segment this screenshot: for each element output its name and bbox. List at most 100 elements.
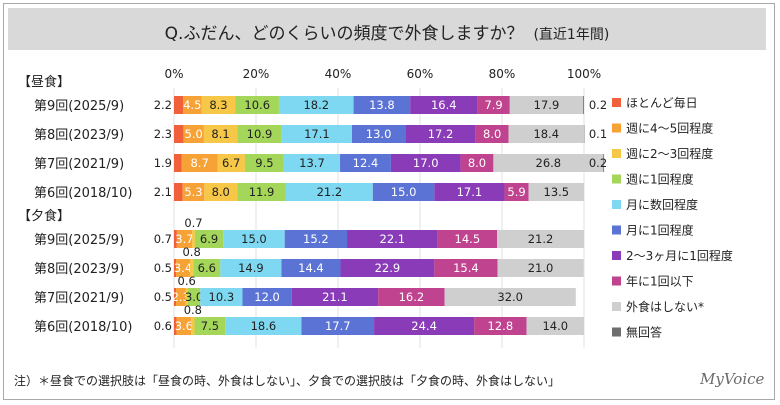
bar-segment <box>174 96 184 114</box>
data-label: 15.0 <box>391 185 417 199</box>
data-label: 32.0 <box>497 290 523 304</box>
bar-segment <box>378 288 445 306</box>
data-label: 16.2 <box>399 290 425 304</box>
bar-segment <box>189 259 194 277</box>
bar-segment <box>174 125 184 143</box>
x-tick-label: 0% <box>164 67 183 81</box>
bar-segment <box>200 288 243 306</box>
legend-swatch <box>612 225 621 235</box>
bar-segment <box>225 317 302 335</box>
row-label: 第7回(2021/9) <box>34 157 124 172</box>
bar-segment <box>410 96 478 114</box>
row-label: 第8回(2023/9) <box>34 262 124 277</box>
bar-segment <box>174 154 182 172</box>
data-label: 3.4 <box>174 261 192 275</box>
data-label: 0.2 <box>589 98 607 112</box>
data-label: 9.5 <box>255 156 273 170</box>
legend-swatch <box>612 174 621 184</box>
data-label: 8.1 <box>211 127 229 141</box>
data-label: 6.9 <box>200 232 218 246</box>
data-label: 17.7 <box>325 319 351 333</box>
data-label: 0.5 <box>154 290 172 304</box>
data-label: 7.9 <box>484 98 502 112</box>
data-label: 21.0 <box>528 261 554 275</box>
bar-segment <box>191 317 195 335</box>
legend-label: 無回答 <box>626 325 662 340</box>
bar-segment <box>174 230 177 248</box>
bar-segment <box>174 288 177 306</box>
bar-segment <box>284 230 348 248</box>
footnote: 注）＊昼食での選択肢は「昼食の時、外食はしない」、夕食での選択肢は「夕食の時、外… <box>14 374 561 388</box>
chart-title: Q.ふだん、どのくらいの頻度で外食しますか？ (直近1年間) <box>8 19 766 44</box>
bar-segment <box>237 125 282 143</box>
bar-segment <box>185 288 188 306</box>
bar-segment <box>504 183 529 201</box>
data-label: 3.0 <box>185 290 203 304</box>
bar-segment <box>217 154 245 172</box>
data-label: 12.8 <box>488 319 514 333</box>
bar-segment <box>281 259 341 277</box>
data-label: 14.0 <box>542 319 568 333</box>
data-label: 15.2 <box>303 232 329 246</box>
legend-swatch <box>612 276 621 286</box>
row-label: 第9回(2025/9) <box>34 233 124 248</box>
bar-segment <box>174 259 177 277</box>
data-label: 0.8 <box>184 303 202 317</box>
data-label: 2.3 <box>154 127 172 141</box>
legend-swatch <box>612 200 621 209</box>
group-label: 【夕食】 <box>18 208 70 224</box>
data-label: 0.7 <box>154 232 172 246</box>
bar-segment <box>340 259 435 277</box>
data-label: 0.6 <box>178 274 196 288</box>
bar-segment <box>509 96 584 114</box>
data-label: 15.4 <box>453 261 479 275</box>
bar-segment <box>434 259 498 277</box>
bar-segment <box>174 183 183 201</box>
bar-segment <box>204 183 238 201</box>
bar-segment <box>477 96 510 114</box>
bar-segment <box>497 259 584 277</box>
data-label: 13.5 <box>544 185 570 199</box>
data-label: 8.7 <box>190 156 208 170</box>
bar-segment <box>183 96 202 114</box>
data-label: 0.2 <box>589 156 607 170</box>
data-label: 0.8 <box>182 245 200 259</box>
x-tick-label: 80% <box>489 67 516 81</box>
bar-segment <box>192 230 195 248</box>
legend-swatch <box>612 327 621 337</box>
bar-segment <box>181 154 218 172</box>
title-main: Q.ふだん、どのくらいの頻度で外食しますか？ <box>164 24 524 44</box>
data-label: 0.5 <box>154 261 172 275</box>
bar-segment <box>301 317 375 335</box>
bar-segment <box>223 230 285 248</box>
bar-segment <box>460 154 494 172</box>
bar-segment <box>291 288 379 306</box>
data-label: 8.3 <box>209 98 227 112</box>
data-label: 0.1 <box>589 127 607 141</box>
bar-segment <box>434 183 505 201</box>
brand-logo: MyVoice <box>700 370 765 388</box>
data-label: 14.9 <box>238 261 264 275</box>
bar-segment <box>187 288 201 306</box>
data-label: 0.6 <box>154 319 172 333</box>
title-sub: (直近1年間) <box>533 27 610 43</box>
bar-segment <box>372 183 435 201</box>
bar-segment <box>220 259 282 277</box>
title-bar: Q.ふだん、どのくらいの頻度で外食しますか？ (直近1年間) <box>8 8 766 50</box>
legend-label: 週に4～5回程度 <box>626 121 713 136</box>
data-label: 21.1 <box>322 290 348 304</box>
bar-segment <box>583 96 584 114</box>
bar-segment <box>437 230 498 248</box>
bar-segment <box>278 96 354 114</box>
data-label: 18.4 <box>533 127 559 141</box>
bar-segment <box>237 183 286 201</box>
data-label: 6.7 <box>222 156 240 170</box>
row-label: 第9回(2025/9) <box>34 99 124 114</box>
data-label: 21.2 <box>528 232 554 246</box>
data-label: 17.0 <box>413 156 439 170</box>
bar-segment <box>528 183 584 201</box>
data-label: 3.6 <box>175 319 193 333</box>
data-label: 18.6 <box>251 319 277 333</box>
data-label: 2.2 <box>154 98 172 112</box>
